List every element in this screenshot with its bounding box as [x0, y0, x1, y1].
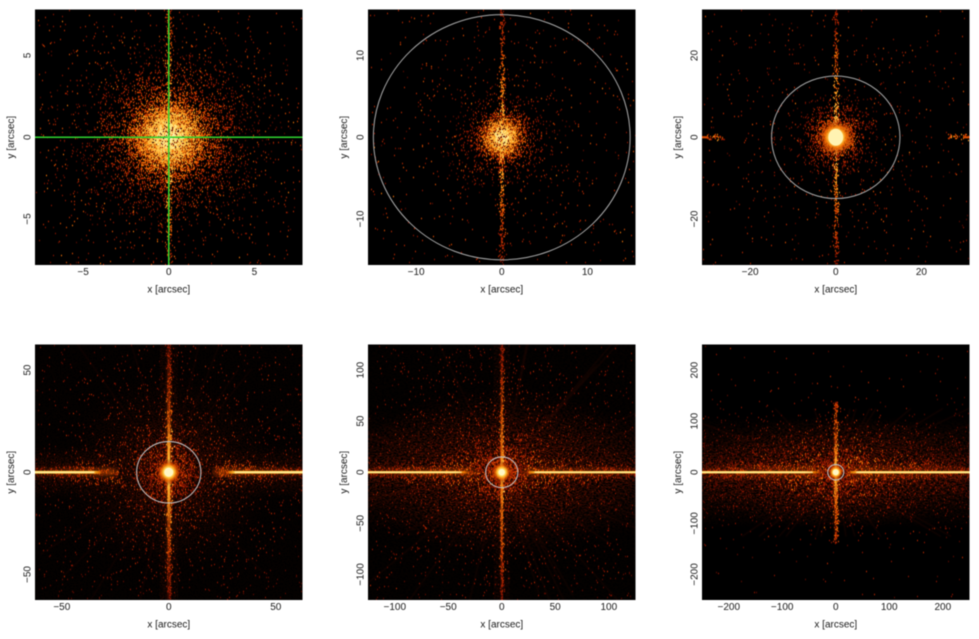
- svg-text:−20: −20: [689, 210, 700, 227]
- svg-text:−50: −50: [22, 566, 33, 583]
- svg-text:0: 0: [833, 267, 839, 278]
- svg-text:−5: −5: [22, 213, 33, 225]
- svg-text:x [arcsec]: x [arcsec]: [814, 620, 857, 631]
- svg-text:50: 50: [22, 364, 33, 376]
- svg-text:−100: −100: [384, 602, 407, 613]
- svg-text:0: 0: [166, 267, 172, 278]
- svg-text:100: 100: [689, 412, 700, 429]
- svg-text:x [arcsec]: x [arcsec]: [814, 285, 857, 296]
- svg-text:0: 0: [499, 602, 505, 613]
- svg-text:0: 0: [689, 134, 700, 140]
- svg-text:0: 0: [22, 469, 33, 475]
- svg-text:100: 100: [355, 361, 366, 378]
- svg-text:−20: −20: [742, 267, 759, 278]
- svg-text:200: 200: [934, 602, 951, 613]
- svg-text:0: 0: [689, 469, 700, 475]
- svg-text:y [arcsec]: y [arcsec]: [6, 116, 17, 159]
- svg-text:x [arcsec]: x [arcsec]: [480, 620, 523, 631]
- svg-text:5: 5: [252, 267, 258, 278]
- svg-text:x [arcsec]: x [arcsec]: [480, 285, 523, 296]
- svg-text:50: 50: [550, 602, 562, 613]
- svg-text:0: 0: [499, 267, 505, 278]
- svg-text:20: 20: [916, 267, 928, 278]
- svg-text:−10: −10: [355, 210, 366, 227]
- svg-text:5: 5: [22, 52, 33, 58]
- svg-text:−5: −5: [77, 267, 89, 278]
- svg-text:x [arcsec]: x [arcsec]: [147, 620, 190, 631]
- svg-text:200: 200: [689, 361, 700, 378]
- svg-text:−200: −200: [718, 602, 741, 613]
- svg-text:−50: −50: [355, 514, 366, 531]
- svg-text:−10: −10: [408, 267, 425, 278]
- svg-text:y [arcsec]: y [arcsec]: [339, 116, 350, 159]
- svg-text:−50: −50: [53, 602, 70, 613]
- svg-text:10: 10: [355, 50, 366, 62]
- svg-text:0: 0: [355, 134, 366, 140]
- svg-text:−100: −100: [689, 512, 700, 535]
- svg-text:100: 100: [881, 602, 898, 613]
- svg-text:−200: −200: [689, 563, 700, 586]
- svg-text:0: 0: [22, 134, 33, 140]
- svg-text:x [arcsec]: x [arcsec]: [147, 285, 190, 296]
- svg-text:50: 50: [270, 602, 282, 613]
- svg-text:50: 50: [355, 415, 366, 427]
- svg-text:0: 0: [355, 469, 366, 475]
- svg-text:y [arcsec]: y [arcsec]: [673, 451, 684, 494]
- svg-text:20: 20: [689, 50, 700, 62]
- svg-text:y [arcsec]: y [arcsec]: [339, 451, 350, 494]
- svg-text:10: 10: [582, 267, 594, 278]
- svg-text:−100: −100: [355, 563, 366, 586]
- svg-text:−50: −50: [440, 602, 457, 613]
- svg-text:y [arcsec]: y [arcsec]: [6, 451, 17, 494]
- svg-text:100: 100: [600, 602, 617, 613]
- svg-text:−100: −100: [771, 602, 794, 613]
- svg-text:0: 0: [833, 602, 839, 613]
- svg-text:0: 0: [166, 602, 172, 613]
- svg-text:y [arcsec]: y [arcsec]: [673, 116, 684, 159]
